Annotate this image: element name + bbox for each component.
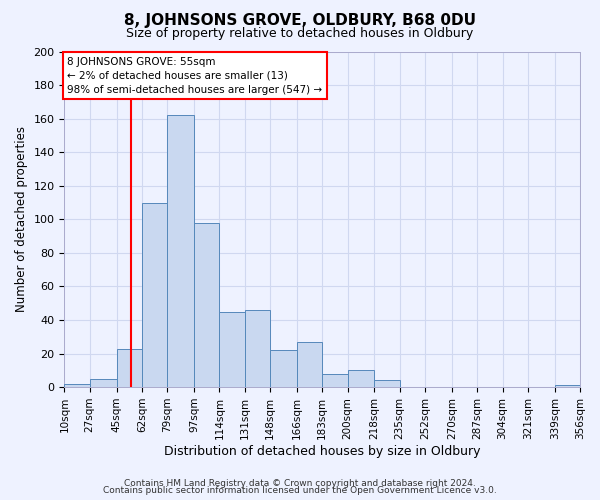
Bar bbox=[322, 374, 347, 387]
Text: Size of property relative to detached houses in Oldbury: Size of property relative to detached ho… bbox=[127, 28, 473, 40]
Text: Contains public sector information licensed under the Open Government Licence v3: Contains public sector information licen… bbox=[103, 486, 497, 495]
Bar bbox=[194, 222, 220, 387]
Bar bbox=[245, 310, 270, 387]
Bar bbox=[220, 312, 245, 387]
Text: 8 JOHNSONS GROVE: 55sqm
← 2% of detached houses are smaller (13)
98% of semi-det: 8 JOHNSONS GROVE: 55sqm ← 2% of detached… bbox=[67, 56, 323, 94]
Bar bbox=[347, 370, 374, 387]
Y-axis label: Number of detached properties: Number of detached properties bbox=[15, 126, 28, 312]
Text: Contains HM Land Registry data © Crown copyright and database right 2024.: Contains HM Land Registry data © Crown c… bbox=[124, 478, 476, 488]
Bar bbox=[90, 378, 116, 387]
Bar bbox=[270, 350, 297, 387]
Bar bbox=[116, 348, 142, 387]
Bar bbox=[554, 386, 580, 387]
Bar bbox=[297, 342, 322, 387]
X-axis label: Distribution of detached houses by size in Oldbury: Distribution of detached houses by size … bbox=[164, 444, 481, 458]
Bar bbox=[142, 202, 167, 387]
Bar bbox=[64, 384, 90, 387]
Text: 8, JOHNSONS GROVE, OLDBURY, B68 0DU: 8, JOHNSONS GROVE, OLDBURY, B68 0DU bbox=[124, 12, 476, 28]
Bar bbox=[374, 380, 400, 387]
Bar bbox=[167, 116, 194, 387]
